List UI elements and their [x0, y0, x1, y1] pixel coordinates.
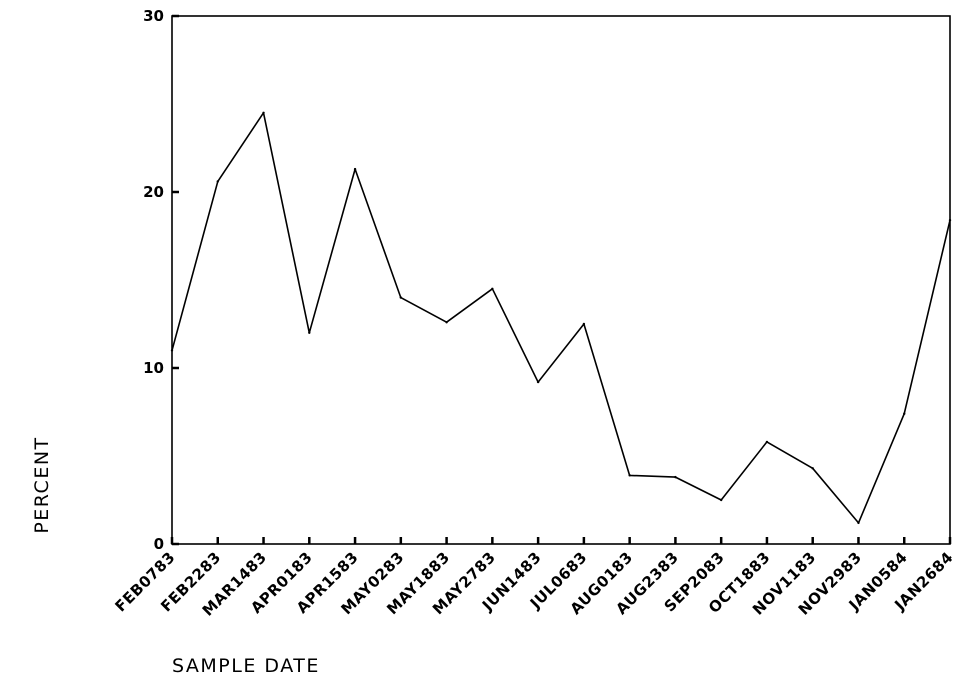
data-point [857, 521, 860, 525]
data-point [903, 412, 906, 415]
data-point [399, 296, 403, 299]
data-point [765, 440, 769, 444]
y-tick-label: 0 [154, 535, 164, 553]
data-point [948, 218, 952, 222]
plot-frame [171, 15, 951, 545]
y-axis: 0 10 20 30 [143, 7, 179, 553]
data-point [674, 475, 677, 479]
data-point [582, 322, 586, 326]
data-point [445, 321, 448, 324]
data-point [628, 474, 631, 477]
data-point [353, 167, 357, 171]
y-tick-label: 10 [143, 359, 164, 377]
data-point [491, 287, 494, 290]
y-tick-label: 20 [143, 183, 164, 201]
data-point [170, 349, 174, 352]
y-axis-title: PERCENT [31, 436, 53, 533]
data-point [719, 498, 723, 502]
x-axis: FEB0783FEB2283MAR1483APR0183APR1583MAY02… [112, 537, 957, 620]
data-point [536, 380, 540, 384]
data-point [216, 180, 219, 183]
x-axis-title: SAMPLE DATE [172, 655, 320, 677]
y-tick-label: 30 [143, 7, 164, 25]
series-line [171, 112, 951, 524]
data-point [308, 331, 311, 334]
data-point [262, 111, 265, 115]
data-point [811, 467, 814, 470]
